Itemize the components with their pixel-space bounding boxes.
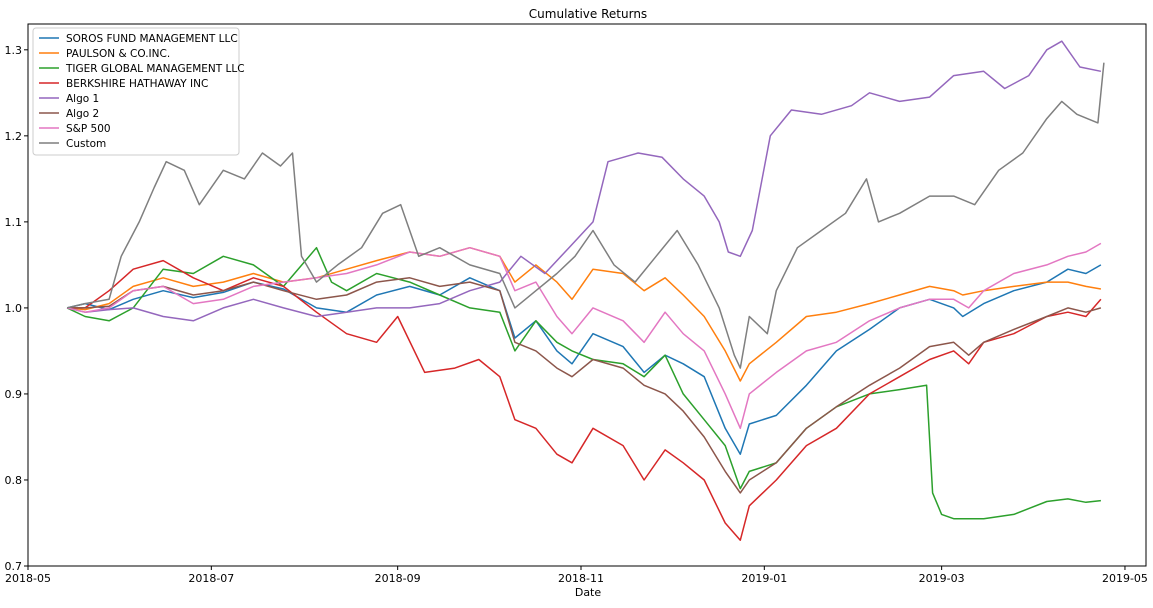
x-tick-label: 2019-03 <box>919 572 965 585</box>
x-axis-label: Date <box>575 586 602 599</box>
chart-title: Cumulative Returns <box>529 7 647 21</box>
legend-label: S&P 500 <box>66 123 111 135</box>
legend-label: TIGER GLOBAL MANAGEMENT LLC <box>65 63 245 75</box>
series-line-4 <box>66 40 1102 322</box>
series-line-0 <box>66 264 1102 455</box>
legend-box <box>32 27 240 156</box>
legend: SOROS FUND MANAGEMENT LLC PAULSON & CO.IN… <box>32 27 245 156</box>
y-tick-label: 1.1 <box>5 216 23 229</box>
x-tick-label: 2019-05 <box>1102 572 1148 585</box>
series-line-2 <box>66 246 1101 520</box>
x-tick-label: 2018-09 <box>375 572 421 585</box>
legend-label: Algo 1 <box>66 93 99 105</box>
legend-label: BERKSHIRE HATHAWAY INC <box>66 78 208 90</box>
y-tick-label: 0.7 <box>5 560 23 573</box>
series-line-1 <box>67 246 1102 382</box>
x-tick-label: 2019-01 <box>741 572 787 585</box>
x-tick-label: 2018-05 <box>5 572 51 585</box>
y-tick-label: 1.0 <box>5 302 23 315</box>
y-tick-label: 1.3 <box>5 44 23 57</box>
y-tick-label: 0.9 <box>5 388 23 401</box>
x-tick-label: 2018-11 <box>558 572 604 585</box>
y-tick-label: 1.2 <box>5 130 23 143</box>
series-line-6 <box>66 242 1102 430</box>
y-axis: 0.7 0.8 0.9 1.0 1.1 1.2 1.3 <box>5 44 28 573</box>
x-axis: 2018-05 2018-07 2018-09 2018-11 2019-01 2019-… <box>5 566 1148 585</box>
plot-frame <box>27 23 1147 567</box>
legend-label: Algo 2 <box>66 108 99 120</box>
y-tick-label: 0.8 <box>5 474 23 487</box>
series-layer <box>66 40 1105 541</box>
series-line-5 <box>67 277 1102 494</box>
x-tick-label: 2018-07 <box>188 572 234 585</box>
legend-label: SOROS FUND MANAGEMENT LLC <box>66 33 238 45</box>
legend-label: PAULSON & CO.INC. <box>66 48 170 60</box>
series-line-3 <box>67 259 1102 541</box>
legend-label: Custom <box>66 138 106 150</box>
series-line-7 <box>66 62 1105 369</box>
